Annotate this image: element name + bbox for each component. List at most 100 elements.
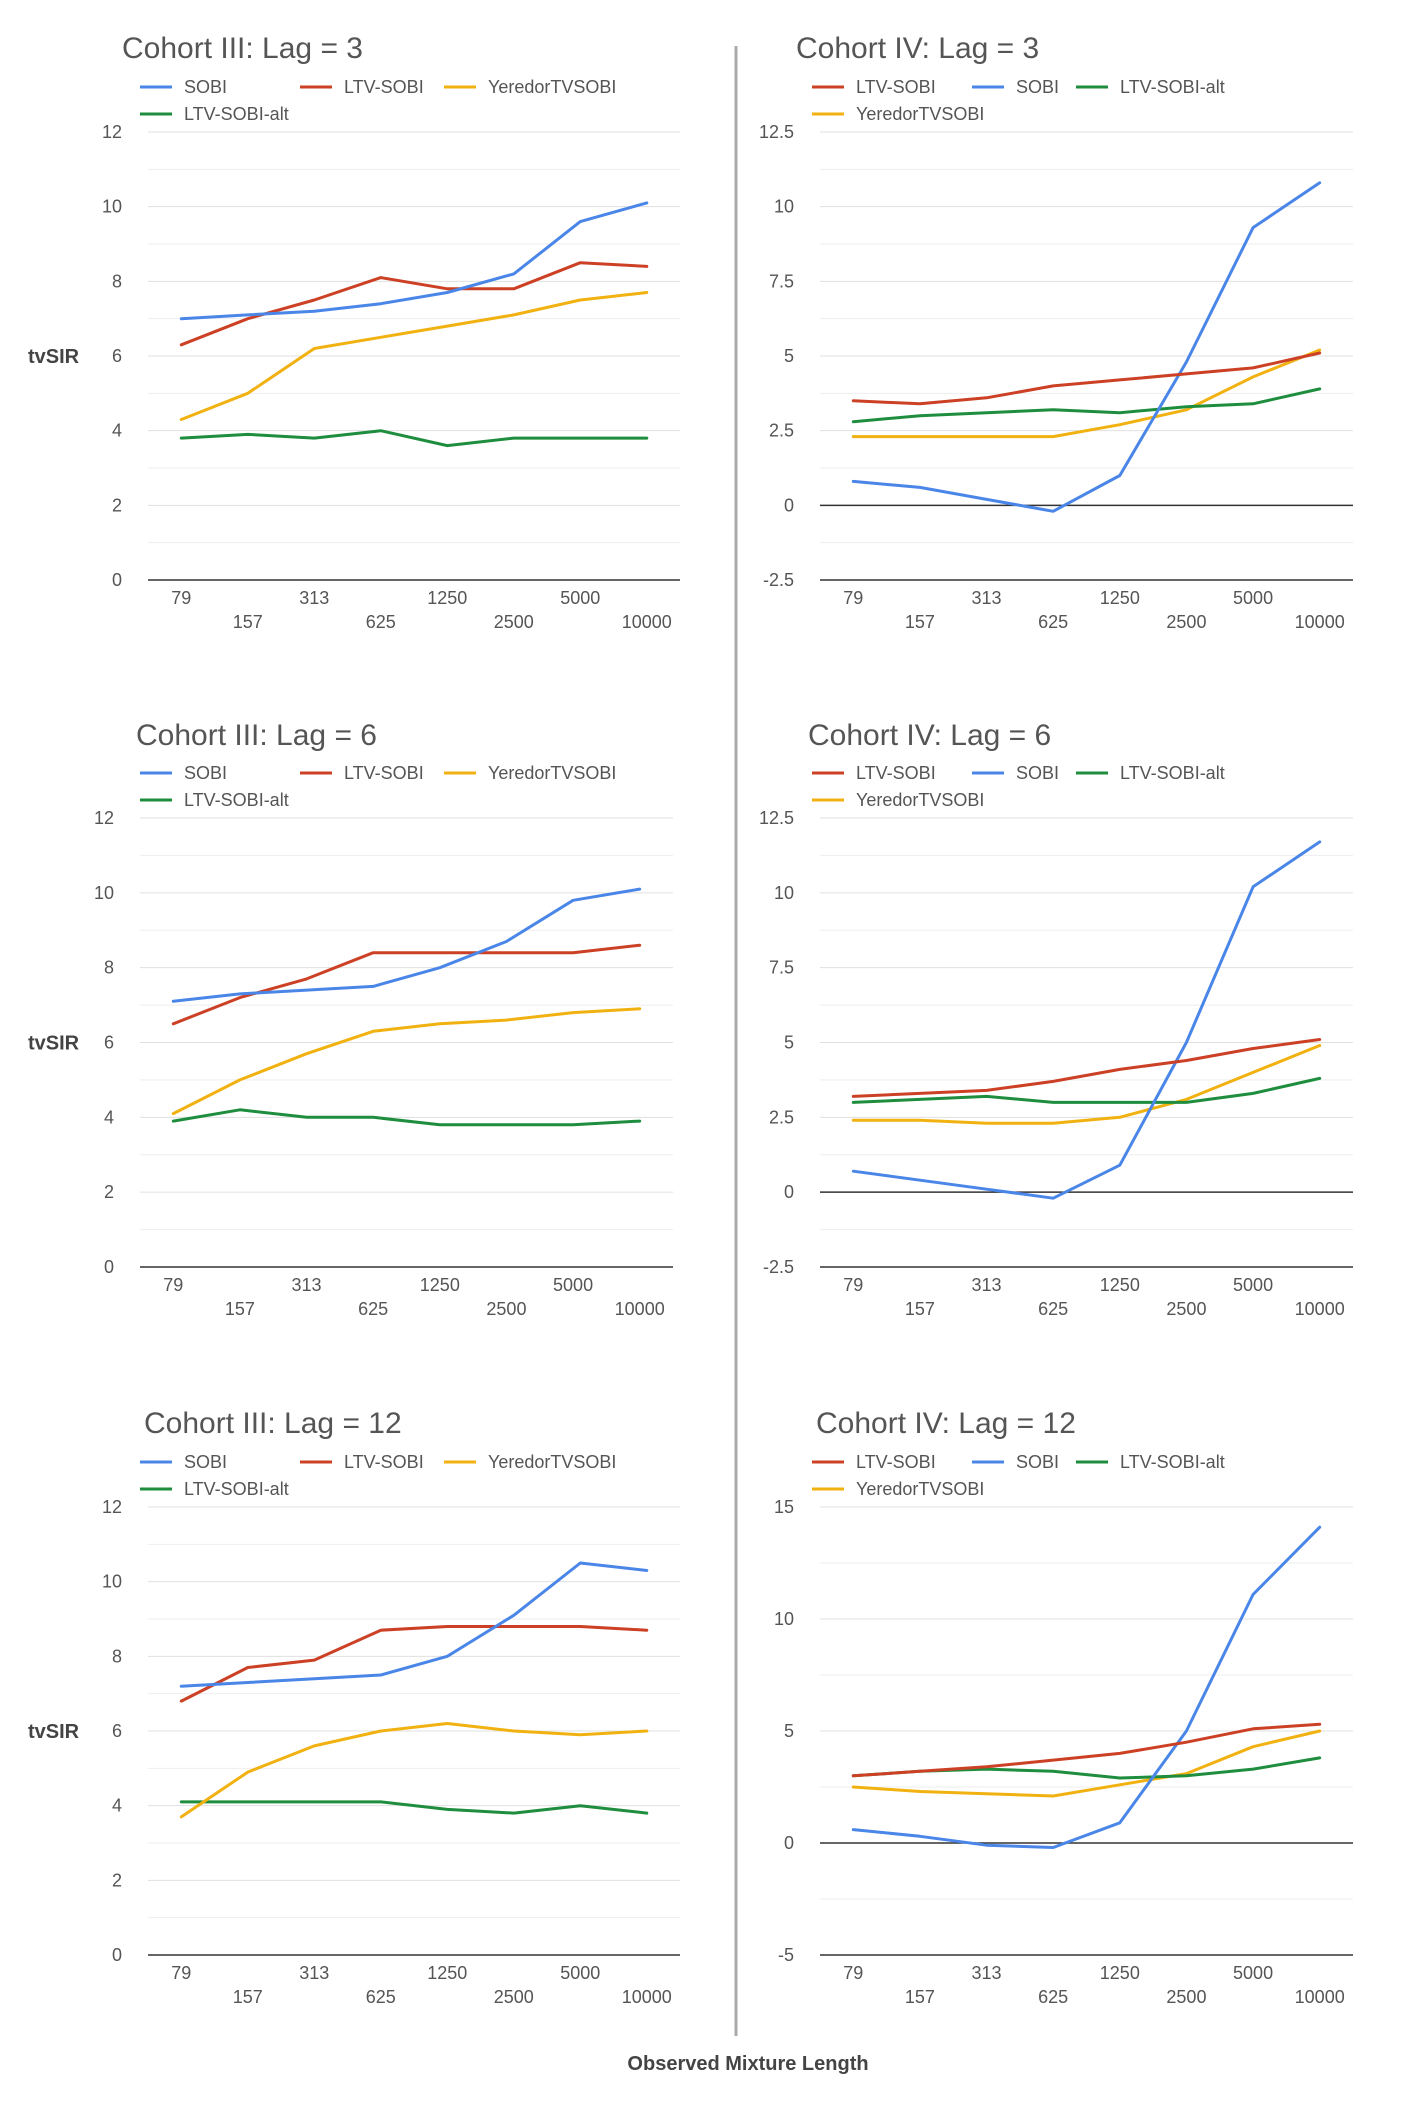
chart-5-x-tick-7: 5000 xyxy=(560,1963,600,1983)
chart-3-title: Cohort III: Lag = 6 xyxy=(136,719,377,752)
chart-4-legend-label-2: SOBI xyxy=(1016,763,1059,783)
chart-1-x-tick-6: 2500 xyxy=(494,612,534,632)
chart-1-legend-label-2: LTV-SOBI xyxy=(344,77,424,97)
chart-5-legend-label-2: LTV-SOBI xyxy=(344,1452,424,1472)
chart-6-series-line-ltv-sobi xyxy=(851,1722,1322,1778)
chart-1-x-tick-3: 313 xyxy=(299,588,329,608)
chart-2-y-tick-5: 7.5 xyxy=(769,271,794,291)
chart-1-x-tick-7: 5000 xyxy=(560,588,600,608)
chart-1-legend-label-3: YeredorTVSOBI xyxy=(488,77,616,97)
chart-1-legend-label-1: SOBI xyxy=(184,77,227,97)
chart-6-title: Cohort IV: Lag = 12 xyxy=(816,1407,1076,1440)
chart-1-legend-label-4: LTV-SOBI-alt xyxy=(184,104,289,124)
chart-2-x-tick-4: 625 xyxy=(1038,612,1068,632)
chart-1-y-tick-6: 10 xyxy=(102,197,122,217)
chart-6-y-tick-2: 0 xyxy=(784,1833,794,1853)
chart-4-x-tick-1: 79 xyxy=(843,1275,863,1295)
chart-2-series-line-ltv-sobi-alt xyxy=(851,387,1322,424)
chart-1-title: Cohort III: Lag = 3 xyxy=(122,32,363,65)
chart-4-x-tick-6: 2500 xyxy=(1166,1299,1206,1319)
chart-2-title: Cohort IV: Lag = 3 xyxy=(796,32,1039,65)
chart-4-series-line-ltv-sobi-alt xyxy=(851,1076,1322,1104)
chart-4-series-line-sobi xyxy=(851,840,1322,1200)
chart-4-y-tick-5: 7.5 xyxy=(769,958,794,978)
chart-2-x-tick-2: 157 xyxy=(905,612,935,632)
chart-4-x-tick-7: 5000 xyxy=(1233,1275,1273,1295)
chart-1-x-tick-4: 625 xyxy=(366,612,396,632)
chart-6-x-tick-5: 1250 xyxy=(1100,1963,1140,1983)
chart-5-y-tick-3: 4 xyxy=(112,1796,122,1816)
chart-1-x-tick-8: 10000 xyxy=(622,612,672,632)
chart-1-y-tick-3: 4 xyxy=(112,421,122,441)
chart-5-x-tick-5: 1250 xyxy=(427,1963,467,1983)
chart-6-y-tick-1: -5 xyxy=(778,1945,794,1965)
chart-3-legend-label-2: LTV-SOBI xyxy=(344,763,424,783)
chart-6-legend-label-3: LTV-SOBI-alt xyxy=(1120,1452,1225,1472)
chart-5-y-axis-title: tvSIR xyxy=(28,1721,80,1743)
chart-6-x-tick-8: 10000 xyxy=(1295,1987,1345,2007)
chart-2-x-tick-1: 79 xyxy=(843,588,863,608)
chart-5-x-tick-4: 625 xyxy=(366,1987,396,2007)
chart-1-y-tick-4: 6 xyxy=(112,346,122,366)
chart-4-y-tick-6: 10 xyxy=(774,883,794,903)
chart-5-legend-label-3: YeredorTVSOBI xyxy=(488,1452,616,1472)
chart-3-y-tick-3: 4 xyxy=(104,1107,114,1127)
chart-6-x-tick-3: 313 xyxy=(972,1963,1002,1983)
chart-5-x-tick-8: 10000 xyxy=(622,1987,672,2007)
chart-5-y-tick-2: 2 xyxy=(112,1870,122,1890)
chart-4-x-tick-5: 1250 xyxy=(1100,1275,1140,1295)
chart-4-y-tick-7: 12.5 xyxy=(759,808,794,828)
chart-1-y-tick-5: 8 xyxy=(112,271,122,291)
chart-2-series-line-yeredortvsobi xyxy=(851,348,1322,439)
chart-4-x-tick-2: 157 xyxy=(905,1299,935,1319)
chart-2-legend-label-3: LTV-SOBI-alt xyxy=(1120,77,1225,97)
chart-3-x-tick-8: 10000 xyxy=(615,1299,665,1319)
chart-6-legend-label-4: YeredorTVSOBI xyxy=(856,1479,984,1499)
chart-6-series-line-sobi xyxy=(851,1525,1322,1849)
chart-5-series-line-ltv-sobi-alt xyxy=(179,1800,649,1815)
chart-3-y-tick-1: 0 xyxy=(104,1257,114,1277)
chart-3-y-tick-4: 6 xyxy=(104,1033,114,1053)
chart-1-x-tick-1: 79 xyxy=(171,588,191,608)
chart-3-y-tick-5: 8 xyxy=(104,958,114,978)
chart-2-y-tick-2: 0 xyxy=(784,495,794,515)
chart-5-legend-label-1: SOBI xyxy=(184,1452,227,1472)
chart-2-y-tick-6: 10 xyxy=(774,197,794,217)
chart-3-x-tick-4: 625 xyxy=(358,1299,388,1319)
chart-5-x-tick-1: 79 xyxy=(171,1963,191,1983)
chart-4-legend-label-1: LTV-SOBI xyxy=(856,763,936,783)
chart-4-y-tick-4: 5 xyxy=(784,1033,794,1053)
chart-5-y-tick-5: 8 xyxy=(112,1646,122,1666)
chart-1-series-line-sobi xyxy=(179,201,649,321)
x-axis-title: Observed Mixture Length xyxy=(627,2053,868,2075)
chart-3-series-line-ltv-sobi-alt xyxy=(171,1108,642,1127)
chart-3-x-tick-3: 313 xyxy=(292,1275,322,1295)
chart-2-legend-label-4: YeredorTVSOBI xyxy=(856,104,984,124)
chart-3-series-line-yeredortvsobi xyxy=(171,1007,642,1116)
chart-6-legend-label-1: LTV-SOBI xyxy=(856,1452,936,1472)
chart-6-y-tick-4: 10 xyxy=(774,1609,794,1629)
chart-4-x-tick-8: 10000 xyxy=(1295,1299,1345,1319)
chart-6-x-tick-4: 625 xyxy=(1038,1987,1068,2007)
chart-1-series-line-ltv-sobi-alt xyxy=(179,429,649,448)
chart-2-y-tick-1: -2.5 xyxy=(763,570,794,590)
chart-5-legend-label-4: LTV-SOBI-alt xyxy=(184,1479,289,1499)
chart-6-y-tick-3: 5 xyxy=(784,1721,794,1741)
chart-3-series-line-sobi xyxy=(171,887,642,1003)
chart-3-y-tick-2: 2 xyxy=(104,1182,114,1202)
chart-2-y-tick-4: 5 xyxy=(784,346,794,366)
chart-1-y-tick-1: 0 xyxy=(112,570,122,590)
chart-2-legend-label-1: LTV-SOBI xyxy=(856,77,936,97)
chart-5-y-tick-1: 0 xyxy=(112,1945,122,1965)
chart-2-x-tick-7: 5000 xyxy=(1233,588,1273,608)
chart-3-x-tick-1: 79 xyxy=(163,1275,183,1295)
chart-4-title: Cohort IV: Lag = 6 xyxy=(808,719,1051,752)
chart-3-y-tick-6: 10 xyxy=(94,883,114,903)
chart-3-legend-label-1: SOBI xyxy=(184,763,227,783)
chart-1-y-tick-2: 2 xyxy=(112,495,122,515)
chart-6-legend-label-2: SOBI xyxy=(1016,1452,1059,1472)
chart-6-y-tick-5: 15 xyxy=(774,1497,794,1517)
chart-2-legend-label-2: SOBI xyxy=(1016,77,1059,97)
chart-6-x-tick-6: 2500 xyxy=(1166,1987,1206,2007)
chart-2-x-tick-8: 10000 xyxy=(1295,612,1345,632)
